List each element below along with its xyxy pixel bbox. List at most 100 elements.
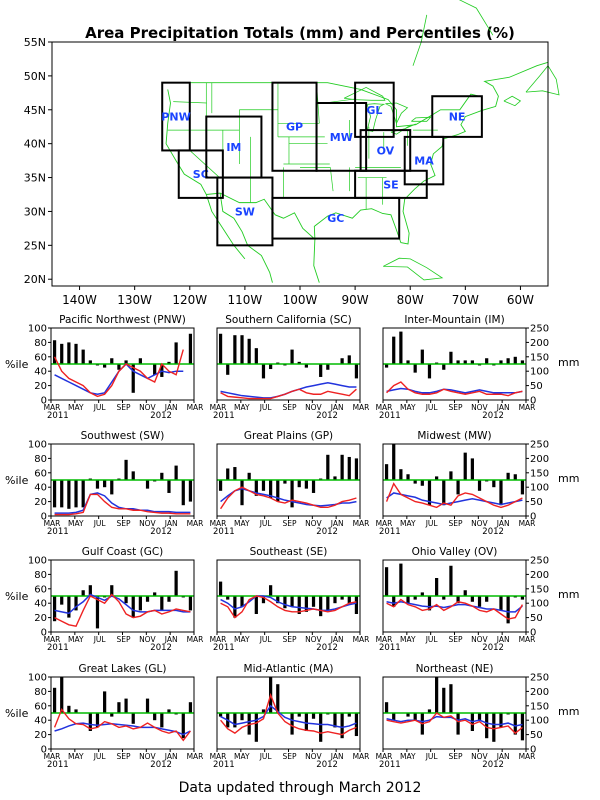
year-label: 2012 [316, 643, 338, 653]
mm-tick-label: 200 [530, 687, 549, 698]
percentile-bar [326, 364, 330, 370]
month-label: JAN [496, 635, 510, 644]
pct-tick-label: 20 [34, 613, 47, 624]
percentile-bar [254, 480, 258, 496]
month-label: MAR [376, 752, 393, 761]
region-label-ov: OV [377, 144, 395, 157]
canada-coast [458, 0, 494, 36]
percentile-bar [297, 596, 301, 614]
great-lake [385, 102, 409, 125]
percentile-bar [60, 677, 64, 713]
percentile-bar [427, 596, 432, 611]
percentile-bar [153, 713, 157, 721]
percentile-bar [138, 596, 142, 611]
percentile-bar [160, 472, 164, 480]
pct-axis-label: %ile [5, 474, 29, 487]
percentile-bar [492, 480, 496, 488]
percentile-bar [392, 713, 396, 721]
month-label: JUL [259, 519, 273, 528]
year-label: 2012 [150, 760, 172, 770]
month-label: MAR [44, 519, 61, 528]
panel-title: Gulf Coast (GC) [82, 546, 164, 558]
map-lat-label: 35N [24, 172, 46, 185]
percentile-bar [124, 698, 128, 713]
month-label: SEP [116, 752, 130, 761]
year-label: 2012 [316, 411, 338, 421]
month-label: MAR [187, 403, 204, 412]
percentile-bar [477, 480, 482, 491]
month-label: MAR [353, 752, 370, 761]
month-label: NOV [305, 635, 322, 644]
month-label: MAR [353, 635, 370, 644]
panel-title: Midwest (MW) [417, 430, 491, 442]
month-label: NOV [139, 635, 156, 644]
percentile-bar [470, 596, 474, 602]
mm-tick-label: 250 [530, 440, 549, 451]
percentile-bar [513, 713, 517, 735]
map-lon-label: 80W [397, 293, 424, 307]
percentile-bar [485, 358, 489, 364]
map-lat-label: 25N [24, 239, 46, 252]
mm-tick-label: 250 [530, 673, 549, 684]
map-lat-label: 20N [24, 273, 46, 286]
percentile-bar [506, 713, 510, 715]
percentile-bar [311, 596, 316, 607]
cuba-coast [383, 257, 444, 281]
percentile-bar [247, 713, 251, 735]
regional-panels: Pacific Northwest (PNW) MAR MAY JUL SEP NOV JA… [5, 314, 579, 770]
observed-precip-line [386, 381, 523, 397]
percentile-bar [477, 596, 482, 607]
normal-precip-line [386, 600, 523, 613]
observed-precip-line [220, 595, 357, 619]
year-label: 2011 [379, 411, 401, 421]
month-label: MAY [400, 635, 416, 644]
region-label-gc: GC [327, 212, 344, 225]
mm-tick-label: 0 [530, 628, 536, 639]
year-label: 2012 [316, 760, 338, 770]
canada-coast [525, 65, 560, 96]
percentile-bar [319, 713, 323, 742]
month-label: JUL [93, 403, 107, 412]
percentile-bar [449, 565, 453, 596]
month-label: MAY [68, 752, 84, 761]
region-label-sc: SC [193, 168, 209, 181]
mm-axis-label: mm [558, 472, 579, 485]
percentile-bar [290, 713, 294, 735]
normal-precip-line [54, 492, 191, 514]
percentile-bar [103, 364, 107, 368]
pct-tick-label: 60 [34, 352, 47, 363]
percentile-bar [456, 480, 460, 495]
percentile-bar [506, 596, 510, 624]
mm-axis-label: mm [558, 356, 579, 369]
month-label: NOV [305, 519, 322, 528]
map-lat-label: 50N [24, 70, 46, 83]
pct-tick-label: 60 [34, 701, 47, 712]
pct-tick-label: 100 [28, 440, 47, 451]
percentile-bar [247, 472, 251, 480]
month-label: JAN [164, 752, 178, 761]
mm-tick-label: 150 [530, 352, 549, 363]
month-label: JAN [496, 752, 510, 761]
map-lon-label: 60W [507, 293, 534, 307]
year-label: 2011 [47, 411, 69, 421]
month-label: MAR [519, 752, 536, 761]
percentile-bar [81, 480, 85, 508]
month-label: NOV [139, 403, 156, 412]
month-label: JUL [259, 403, 273, 412]
percentile-bar [67, 705, 71, 713]
mm-tick-label: 0 [530, 745, 536, 756]
month-label: MAR [376, 403, 393, 412]
mm-axis-label: mm [558, 588, 579, 601]
percentile-bar [269, 364, 273, 370]
mm-tick-label: 150 [530, 584, 549, 595]
mm-tick-label: 50 [530, 730, 543, 741]
percentile-bar [167, 709, 171, 713]
normal-precip-line [220, 381, 357, 399]
percentile-bar [340, 713, 344, 739]
percentile-bar [326, 596, 330, 611]
month-label: MAR [376, 519, 393, 528]
month-label: NOV [471, 635, 488, 644]
pct-axis-label: %ile [5, 590, 29, 603]
panel-great-plains: Great Plains (GP)MAR MAY JUL SEP NOV JAN MAR20… [210, 430, 370, 537]
